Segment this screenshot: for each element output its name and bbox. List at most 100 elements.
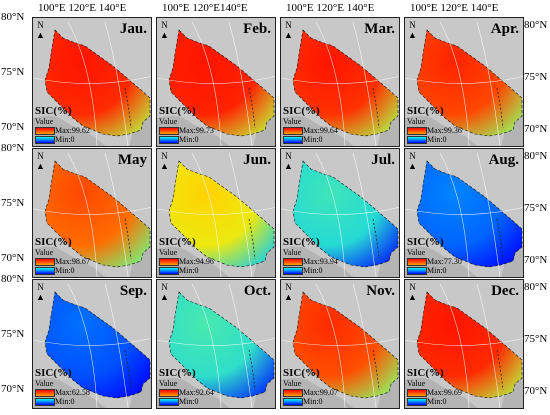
legend-low-swatch <box>35 397 55 406</box>
right-latitude-label: 70°N <box>524 123 548 135</box>
right-latitude-label: 70°N <box>524 385 548 397</box>
map-panel-nov: N ▲ Nov. SIC(%) Value Max:99.07 Min:0 <box>280 279 400 409</box>
map-panel-mar: N ▲ Mar. SIC(%) Value Max:99.64 Min:0 <box>280 17 400 147</box>
legend-low-swatch <box>159 135 179 144</box>
month-label: Jul. <box>371 152 395 168</box>
legend-min-label: Min:0 <box>55 266 75 275</box>
legend-high-swatch <box>407 126 427 135</box>
map-panel-feb: N ▲ Feb. SIC(%) Value Max:99.73 Min:0 <box>156 17 276 147</box>
legend-title: SIC(%) <box>159 236 196 248</box>
legend-high-swatch <box>283 388 303 397</box>
north-arrow-icon: N ▲ <box>160 20 169 40</box>
legend-low-swatch <box>407 266 427 275</box>
color-legend: SIC(%) Value Max:99.07 Min:0 <box>283 368 338 406</box>
top-longitude-label: 100°E 120°E 140°E <box>286 2 375 14</box>
north-arrow-icon: N ▲ <box>36 20 45 40</box>
sea-ice-map <box>281 18 399 146</box>
left-latitude-label: 75°N <box>1 328 25 340</box>
map-panel-sep: N ▲ Sep. SIC(%) Value Max:62.58 Min:0 <box>32 279 152 409</box>
legend-min-label: Min:0 <box>179 266 199 275</box>
legend-max-label: Max:99.36 <box>427 126 462 135</box>
legend-title: SIC(%) <box>35 367 72 379</box>
legend-high-swatch <box>159 388 179 397</box>
legend-subtitle: Value <box>159 248 178 257</box>
legend-subtitle: Value <box>283 117 302 126</box>
color-legend: SIC(%) Value Max:92.64 Min:0 <box>159 368 214 406</box>
top-longitude-label: 100°E 120°E140°E <box>162 2 248 14</box>
legend-high-swatch <box>407 388 427 397</box>
legend-low-swatch <box>159 266 179 275</box>
legend-high-swatch <box>35 388 55 397</box>
legend-min-label: Min:0 <box>179 135 199 144</box>
right-latitude-label: 75°N <box>524 202 548 214</box>
legend-title: SIC(%) <box>35 105 72 117</box>
legend-min-label: Min:0 <box>303 135 323 144</box>
left-latitude-label: 80°N <box>1 142 25 154</box>
top-longitude-label: 100°E 120°E 140°E <box>410 2 499 14</box>
legend-title: SIC(%) <box>159 367 196 379</box>
legend-high-swatch <box>407 257 427 266</box>
color-legend: SIC(%) Value Max:99.64 Min:0 <box>283 106 338 144</box>
north-arrow-icon: N ▲ <box>284 282 293 302</box>
top-longitude-label: 100°E 120°E 140°E <box>38 2 127 14</box>
legend-min-label: Min:0 <box>303 266 323 275</box>
left-latitude-label: 70°N <box>1 252 25 264</box>
legend-low-swatch <box>159 397 179 406</box>
map-panel-oct: N ▲ Oct. SIC(%) Value Max:92.64 Min:0 <box>156 279 276 409</box>
color-legend: SIC(%) Value Max:99.62 Min:0 <box>35 106 90 144</box>
legend-min-label: Min:0 <box>427 135 447 144</box>
legend-title: SIC(%) <box>407 105 444 117</box>
color-legend: SIC(%) Value Max:94.96 Min:0 <box>159 237 214 275</box>
legend-max-label: Max:93.94 <box>303 257 338 266</box>
legend-title: SIC(%) <box>407 236 444 248</box>
left-latitude-label: 70°N <box>1 383 25 395</box>
legend-high-swatch <box>283 126 303 135</box>
sea-ice-map <box>33 280 151 408</box>
map-panel-dec: N ▲ Dec. SIC(%) Value Max:99.69 Min:0 <box>404 279 524 409</box>
legend-max-label: Max:77.30 <box>427 257 462 266</box>
north-arrow-icon: N ▲ <box>160 282 169 302</box>
month-label: Oct. <box>243 283 271 299</box>
color-legend: SIC(%) Value Max:99.36 Min:0 <box>407 106 462 144</box>
month-label: Nov. <box>366 283 395 299</box>
legend-low-swatch <box>283 397 303 406</box>
legend-low-swatch <box>35 266 55 275</box>
month-label: Jun. <box>243 152 271 168</box>
north-arrow-icon: N ▲ <box>408 282 417 302</box>
month-label: Apr. <box>490 21 519 37</box>
north-arrow-icon: N ▲ <box>36 151 45 171</box>
legend-subtitle: Value <box>283 379 302 388</box>
legend-low-swatch <box>283 266 303 275</box>
legend-min-label: Min:0 <box>303 397 323 406</box>
color-legend: SIC(%) Value Max:99.73 Min:0 <box>159 106 214 144</box>
month-label: May <box>117 152 147 168</box>
left-latitude-label: 80°N <box>1 273 25 285</box>
map-panel-jun: N ▲ Jun. SIC(%) Value Max:94.96 Min:0 <box>156 148 276 278</box>
legend-subtitle: Value <box>407 379 426 388</box>
left-latitude-label: 75°N <box>1 197 25 209</box>
legend-high-swatch <box>159 126 179 135</box>
right-latitude-label: 75°N <box>524 333 548 345</box>
legend-subtitle: Value <box>35 117 54 126</box>
legend-max-label: Max:99.69 <box>427 388 462 397</box>
color-legend: SIC(%) Value Max:98.67 Min:0 <box>35 237 90 275</box>
sea-ice-map <box>157 280 275 408</box>
legend-high-swatch <box>35 126 55 135</box>
month-label: Mar. <box>364 21 395 37</box>
sea-ice-map <box>33 149 151 277</box>
sea-ice-map <box>405 149 523 277</box>
color-legend: SIC(%) Value Max:99.69 Min:0 <box>407 368 462 406</box>
map-panel-aug: N ▲ Aug. SIC(%) Value Max:77.30 Min:0 <box>404 148 524 278</box>
color-legend: SIC(%) Value Max:62.58 Min:0 <box>35 368 90 406</box>
legend-min-label: Min:0 <box>427 397 447 406</box>
legend-max-label: Max:62.58 <box>55 388 90 397</box>
legend-title: SIC(%) <box>283 367 320 379</box>
sea-ice-map <box>281 149 399 277</box>
sea-ice-map <box>405 18 523 146</box>
right-latitude-label: 75°N <box>524 71 548 83</box>
legend-low-swatch <box>407 397 427 406</box>
north-arrow-icon: N ▲ <box>36 282 45 302</box>
north-arrow-icon: N ▲ <box>408 151 417 171</box>
month-label: Dec. <box>491 283 519 299</box>
legend-title: SIC(%) <box>407 367 444 379</box>
